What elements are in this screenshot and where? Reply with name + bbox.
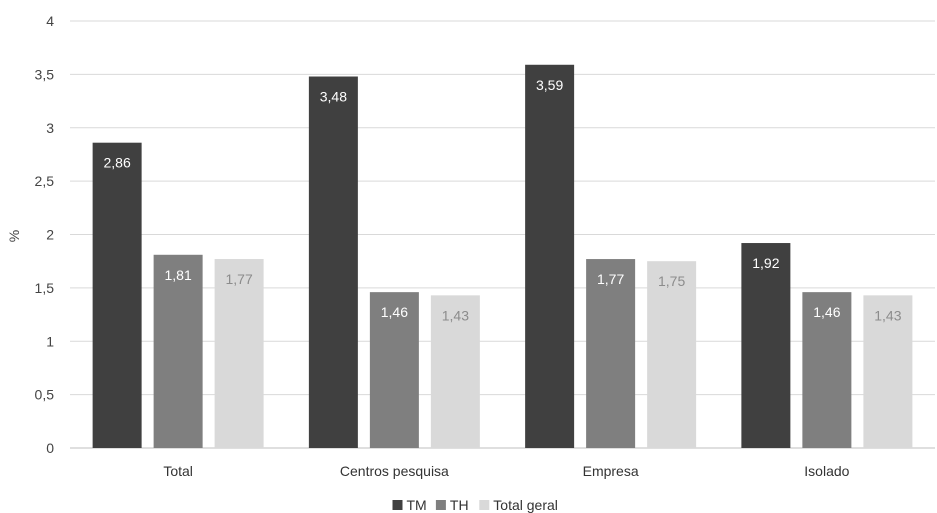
y-tick-label: 2: [46, 227, 54, 243]
y-tick-label: 3,5: [35, 66, 55, 82]
y-tick-label: 4: [46, 13, 54, 29]
bar: [153, 254, 203, 448]
x-axis-categories: Total Centros pesquisa Empresa Isolado: [163, 463, 849, 479]
legend-swatch: [435, 500, 446, 510]
category-label: Centros pesquisa: [340, 463, 449, 479]
legend-label: Total geral: [493, 497, 558, 513]
data-label: 1,77: [226, 271, 253, 287]
data-labels: 2,86 1,81 1,77 3,48 1,46 1,43 3,59 1,77 1,75 1,92…: [104, 77, 902, 324]
y-tick-label: 3: [46, 120, 54, 136]
bar: [863, 295, 913, 448]
data-label: 1,46: [381, 304, 408, 320]
bar: [92, 142, 142, 448]
data-label: 1,81: [165, 267, 192, 283]
bar: [586, 259, 636, 448]
category-label: Isolado: [804, 463, 849, 479]
data-label: 3,59: [536, 77, 563, 93]
bar: [214, 259, 264, 448]
bars: [92, 64, 913, 448]
data-label: 1,92: [752, 255, 779, 271]
y-tick-label: 0: [46, 440, 54, 456]
data-label: 1,77: [597, 271, 624, 287]
bar: [802, 292, 852, 448]
data-label: 3,48: [320, 89, 347, 105]
bar: [525, 64, 575, 448]
legend-label: TM: [407, 497, 427, 513]
category-label: Total: [163, 463, 193, 479]
legend-label: TH: [450, 497, 469, 513]
legend-swatch: [479, 500, 490, 510]
bar: [647, 261, 697, 448]
data-label: 2,86: [104, 155, 131, 171]
data-label: 1,46: [813, 304, 840, 320]
y-axis-label: %: [6, 230, 22, 242]
bar: [369, 292, 419, 448]
category-label: Empresa: [583, 463, 639, 479]
legend-swatch: [392, 500, 403, 510]
gridlines: [70, 20, 935, 449]
y-tick-label: 0,5: [35, 387, 55, 403]
data-label: 1,43: [874, 307, 901, 323]
bar: [308, 76, 358, 448]
data-label: 1,43: [442, 307, 469, 323]
y-axis-ticks: 0 0,5 1 1,5 2 2,5 3 3,5 4: [35, 13, 55, 456]
y-tick-label: 1: [46, 333, 54, 349]
y-tick-label: 1,5: [35, 280, 55, 296]
bar: [741, 243, 791, 448]
bar: [430, 295, 480, 448]
y-tick-label: 2,5: [35, 173, 55, 189]
data-label: 1,75: [658, 273, 685, 289]
legend: TM TH Total geral: [392, 497, 558, 513]
